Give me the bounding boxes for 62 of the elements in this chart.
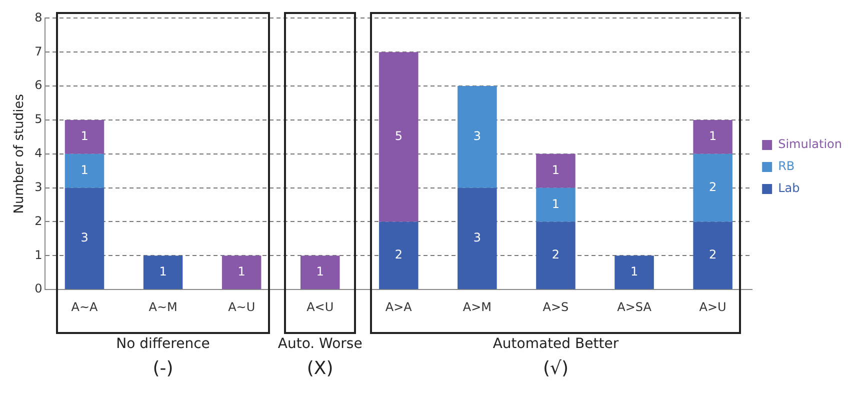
data-label: 1 [238,264,246,279]
bar [379,52,418,222]
data-label: 1 [80,129,88,144]
text: (√) [542,358,570,379]
text: Auto. Worse [276,336,364,352]
data-label: 1 [708,129,717,144]
bar [379,222,418,290]
bar [536,222,576,290]
data-label: 3 [80,230,88,245]
x-tick-label: A~A [71,300,99,314]
bar [536,154,576,188]
x-tick-label: A>A [385,300,413,314]
text: (X) [306,358,334,379]
data-label: 2 [552,248,560,262]
x-tick-label: A>M [462,300,492,314]
bar [693,222,732,290]
data-label: 3 [473,129,482,144]
x-tick-label: A~U [228,300,256,314]
bar [64,120,104,154]
y-tick-label: 0 [34,282,42,296]
bar [458,188,497,290]
y-tick-label: 8 [34,10,42,24]
legend-label: RB [778,159,795,174]
text: Automated Better [492,336,619,352]
text: No difference [116,336,210,352]
y-tick-label: 6 [34,78,42,92]
bar [693,154,732,222]
x-tick-label: A>U [699,300,726,314]
legend-label: Simulation [778,137,842,152]
bar [458,86,497,188]
legend-label: Lab [778,181,800,196]
y-tick-label: 3 [34,180,42,194]
data-label: 1 [630,264,638,279]
bar [536,188,576,222]
data-label: 2 [708,248,717,262]
y-axis-title: Number of studies [12,94,28,214]
y-tick-label: 7 [34,44,42,58]
y-tick-label: 1 [34,248,42,262]
bar [64,188,104,290]
data-label: 1 [159,264,167,279]
data-label: 1 [316,264,324,279]
data-label: 3 [473,230,482,245]
bar [614,256,654,290]
data-label: 5 [394,129,402,144]
x-tick-label: A~M [148,300,178,314]
bar [64,154,104,188]
bar [222,256,262,290]
data-label: 2 [394,248,402,262]
bar [300,256,340,290]
data-label: 1 [80,162,88,177]
x-tick-label: A<U [306,300,334,314]
data-label: 2 [708,180,717,194]
data-label: 1 [552,162,560,177]
bar [693,120,732,154]
text: (-) [152,358,174,379]
x-tick-label: A>S [542,300,569,314]
y-tick-label: 2 [34,214,42,228]
data-label: 1 [552,196,560,211]
bar [143,256,183,290]
x-tick-label: A>SA [617,300,652,314]
y-tick-label: 5 [34,112,42,126]
y-tick-label: 4 [34,146,42,160]
